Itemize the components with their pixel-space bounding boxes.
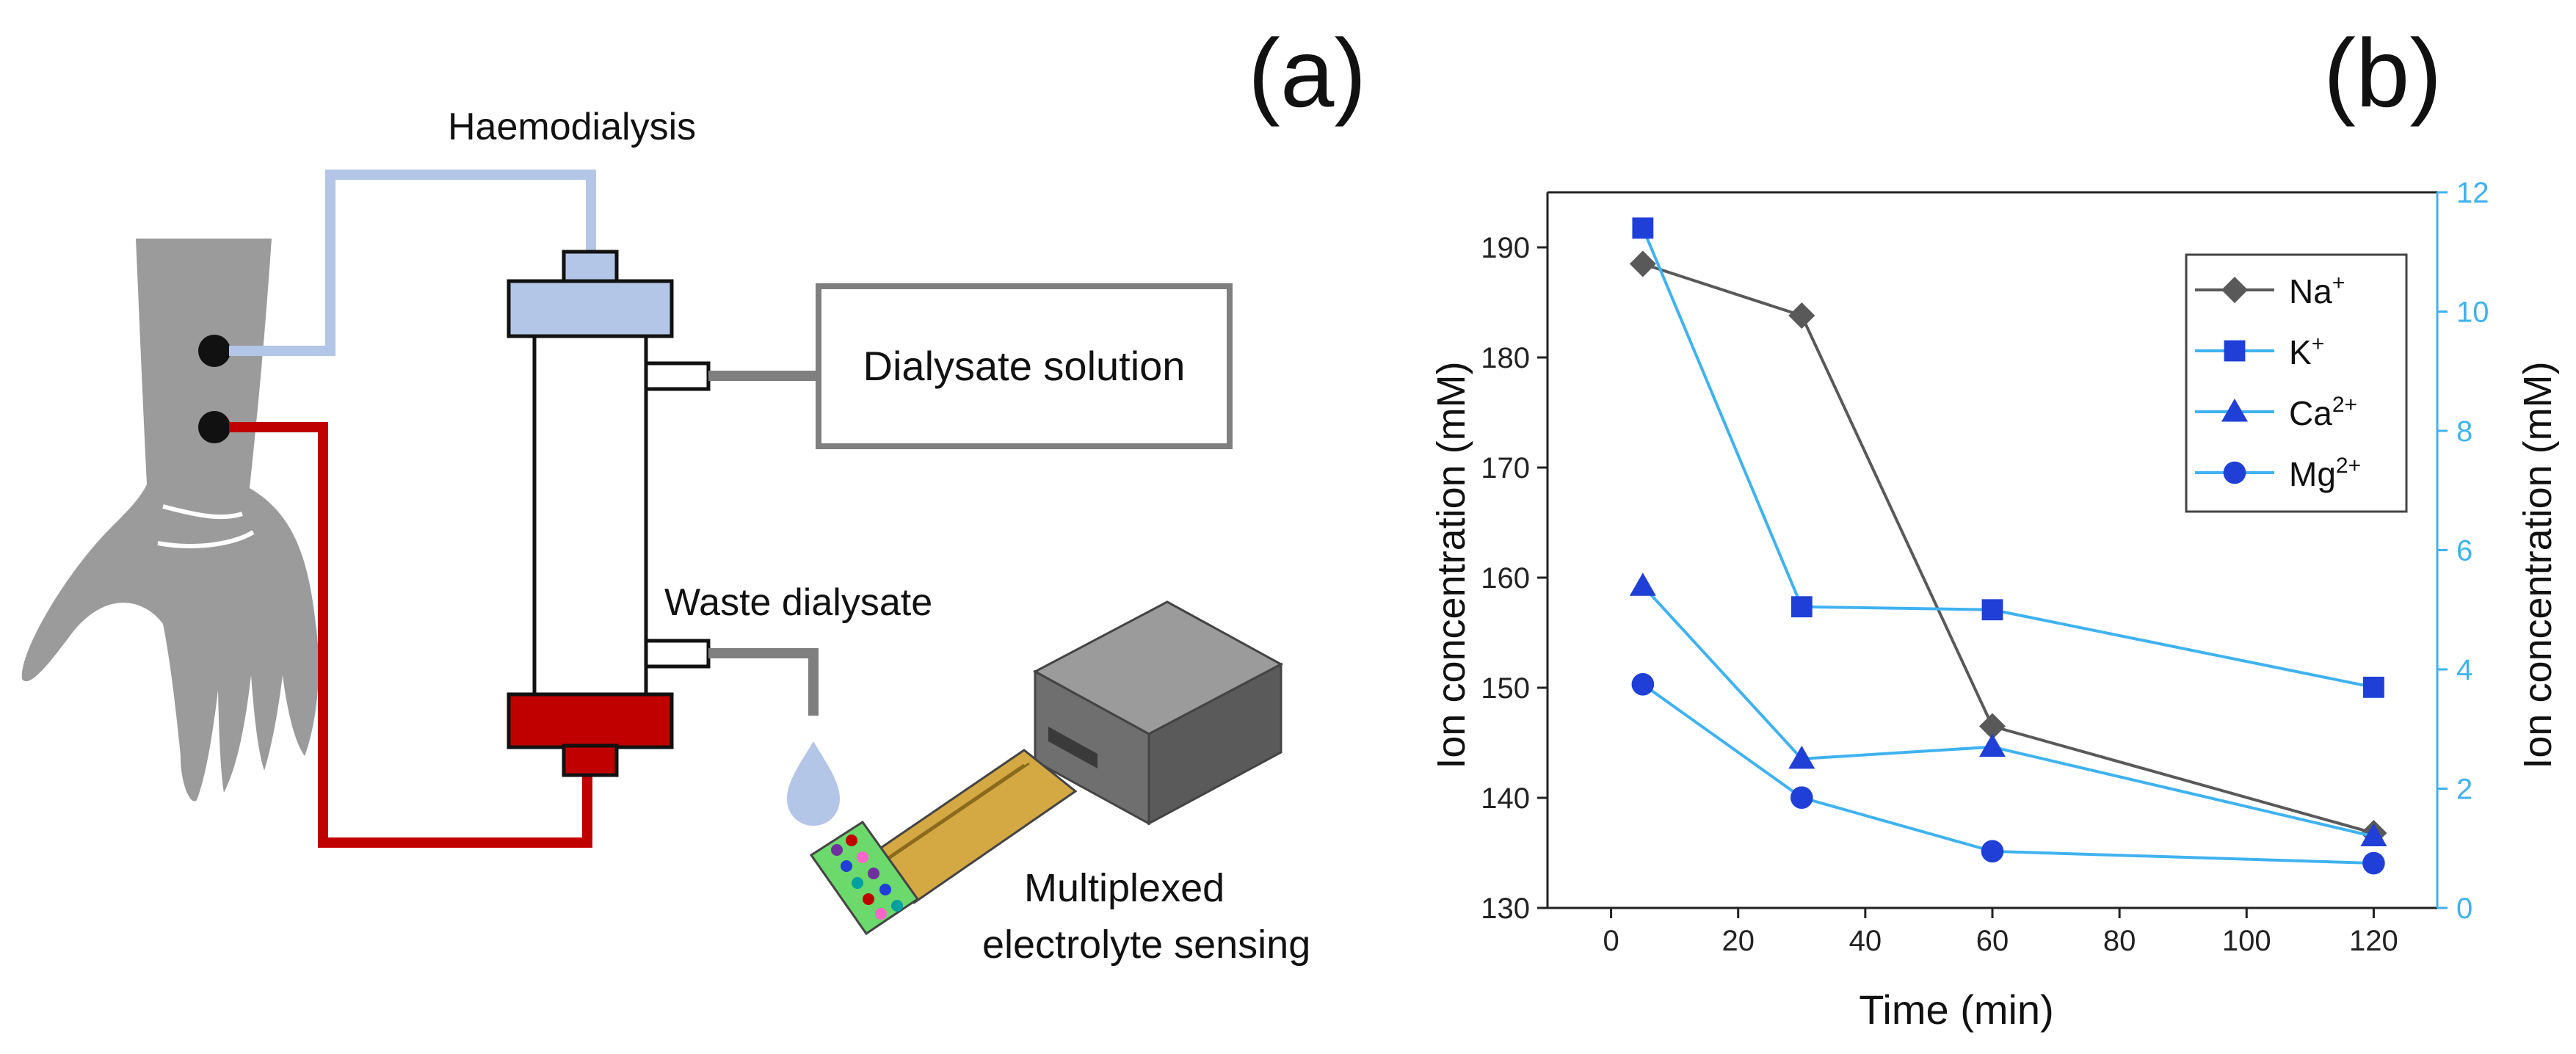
dialyzer-fibres xyxy=(548,338,629,693)
x-axis-ticks: 0 20 40 60 80 100 120 xyxy=(1603,908,2398,957)
waste-dialysate-label: Waste dialysate xyxy=(664,581,932,624)
data-point-ca xyxy=(1629,573,1656,596)
blue-tube xyxy=(229,170,596,356)
data-point-mg xyxy=(1631,673,1655,696)
data-point-mg xyxy=(2362,851,2385,875)
x-tick-label: 0 xyxy=(1603,925,1619,957)
left-y-tick-label: 160 xyxy=(1481,562,1530,595)
legend-label-superscript: + xyxy=(2332,271,2345,295)
data-point-mg xyxy=(1981,840,2004,863)
left-y-tick-label: 170 xyxy=(1481,452,1530,484)
dialysate-inlet-port xyxy=(644,361,711,391)
data-point-k xyxy=(1790,596,1813,618)
data-point-k xyxy=(1632,217,1654,239)
arm-crease xyxy=(157,504,255,548)
series-mg xyxy=(1631,673,2385,875)
series-line-mg xyxy=(1641,683,2374,865)
x-tick-label: 100 xyxy=(2222,925,2271,957)
right-y-tick-label: 0 xyxy=(2456,893,2472,925)
waste-outlet-pipe xyxy=(708,648,819,716)
right-y-tick-label: 8 xyxy=(2456,415,2472,448)
panel-a-label: (a) xyxy=(1248,19,1366,127)
left-y-tick-label: 140 xyxy=(1481,782,1530,815)
right-y-tick-label: 4 xyxy=(2456,654,2472,686)
x-tick-label: 20 xyxy=(1721,925,1755,957)
data-point-ca xyxy=(1788,745,1815,769)
left-y-tick-label: 150 xyxy=(1481,672,1530,705)
panel-b-label: (b) xyxy=(2323,19,2442,127)
legend-label-superscript: 2+ xyxy=(2336,454,2361,478)
data-point-ca xyxy=(1979,733,2006,757)
data-point-ca xyxy=(2360,823,2387,846)
legend-marker xyxy=(2221,399,2248,422)
data-point-na xyxy=(1788,302,1815,329)
data-point-na xyxy=(1629,250,1656,277)
x-tick-label: 40 xyxy=(1849,925,1882,957)
legend-label: Mg2+ xyxy=(2289,454,2361,493)
data-point-na xyxy=(1979,713,2006,740)
legend-marker xyxy=(2221,277,2248,303)
x-tick-label: 120 xyxy=(2349,925,2398,957)
panel-b: (b) 0 20 40 60 80 100 120 13014015016017018019… xyxy=(1429,19,2560,1033)
dialyzer-top-cap xyxy=(507,279,674,338)
ion-concentration-chart: 0 20 40 60 80 100 120 130 140 150 160 170 180 190 0 2… xyxy=(1429,177,2560,1033)
legend-entry-k: K+ xyxy=(2195,332,2324,371)
right-y-tick-label: 12 xyxy=(2456,177,2489,209)
legend: Na+K+Ca2+Mg2+ xyxy=(2185,253,2408,513)
left-y-tick-label: 190 xyxy=(1481,232,1530,264)
haemodialysis-label: Haemodialysis xyxy=(448,106,696,148)
dialysate-outlet-port xyxy=(644,639,711,669)
sensing-label-line2: electrolyte sensing xyxy=(982,923,1310,967)
dialysate-solution-label: Dialysate solution xyxy=(863,343,1186,389)
dialyzer-bottom-nozzle xyxy=(562,744,619,777)
series-line-ca xyxy=(1641,584,2374,838)
data-point-k xyxy=(1981,599,2003,621)
legend-label-superscript: + xyxy=(2312,332,2325,356)
legend-label-superscript: 2+ xyxy=(2332,393,2357,417)
access-point-arterial xyxy=(198,335,231,367)
legend-marker xyxy=(2223,461,2246,484)
x-tick-label: 60 xyxy=(1976,925,2009,957)
sensing-label-line1: Multiplexed xyxy=(1024,866,1224,910)
x-tick-label: 80 xyxy=(2103,925,2136,957)
access-point-venous xyxy=(198,411,231,443)
left-y-axis-ticks: 130 140 150 160 170 180 190 xyxy=(1481,232,1548,925)
data-point-mg xyxy=(1790,786,1813,809)
dialysate-solution-box xyxy=(816,283,1233,449)
series-line-na xyxy=(1642,262,2374,835)
dialyzer-top-nozzle xyxy=(562,250,619,285)
sensing-reader-device xyxy=(1032,600,1284,826)
panel-a: (a) Haemodialysis xyxy=(21,19,1366,967)
legend-marker xyxy=(2224,340,2246,362)
right-y-tick-label: 2 xyxy=(2456,774,2472,806)
electrolyte-sensor-strip xyxy=(809,749,1078,936)
dialyzer-bottom-cap xyxy=(507,692,674,749)
series-ca xyxy=(1629,573,2387,846)
legend-box xyxy=(2185,253,2408,513)
series-line-k xyxy=(1641,227,2374,689)
left-y-tick-label: 130 xyxy=(1481,893,1530,925)
series-layer xyxy=(1629,217,2387,875)
red-tube xyxy=(229,422,592,848)
right-y-axis-label: Ion concentration (mM) xyxy=(2516,361,2560,768)
series-k xyxy=(1632,217,2384,698)
dialyzer xyxy=(507,250,711,777)
arm-illustration xyxy=(21,239,319,802)
waste-droplet xyxy=(787,741,840,826)
left-y-tick-label: 180 xyxy=(1481,342,1530,374)
right-y-tick-label: 6 xyxy=(2456,535,2472,567)
left-y-axis-label: Ion concentration (mM) xyxy=(1429,361,1473,768)
legend-entry-mg: Mg2+ xyxy=(2195,454,2361,493)
data-point-k xyxy=(2363,676,2384,698)
right-y-axis-ticks: 0 2 4 6 8 10 12 xyxy=(2437,177,2489,925)
right-y-tick-label: 10 xyxy=(2456,297,2489,329)
x-axis-label: Time (min) xyxy=(1859,986,2053,1033)
legend-label: K+ xyxy=(2289,332,2324,371)
